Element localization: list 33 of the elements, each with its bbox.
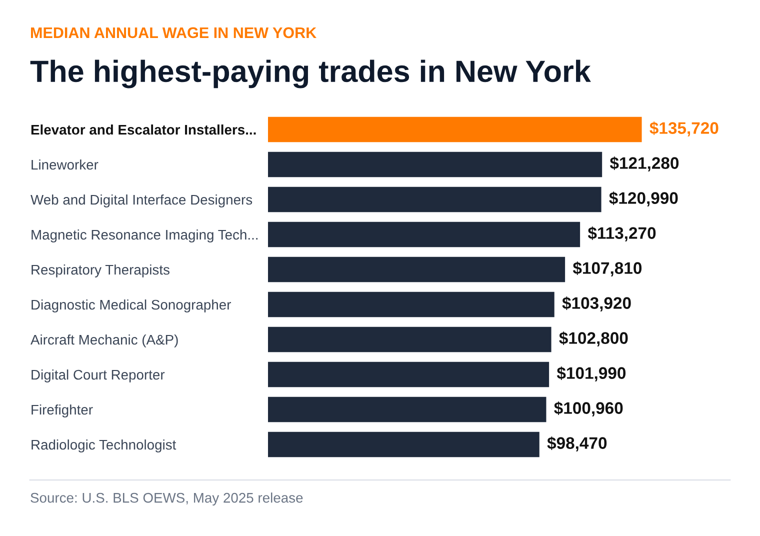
y-tick-label: Elevator and Escalator Installers... (31, 124, 256, 135)
data-label: $103,920 (562, 296, 631, 312)
data-label: $120,990 (609, 191, 678, 206)
y-tick-label: Digital Court Reporter (32, 369, 165, 382)
data-label: $100,960 (554, 401, 623, 416)
y-tick-label: Web and Digital Interface Designers (30, 194, 252, 208)
bar (268, 222, 580, 248)
data-label: $98,470 (547, 436, 607, 452)
data-label: $107,810 (572, 261, 642, 276)
y-tick-label: Radiologic Technologist (32, 439, 176, 452)
y-tick-label: Diagnostic Medical Sonographer (32, 299, 231, 312)
bar (268, 152, 602, 178)
bar (268, 326, 552, 352)
y-tick-label: Magnetic Resonance Imaging Tech... (32, 229, 258, 242)
chart-title: The highest-paying trades in New York (30, 60, 591, 88)
y-tick-label: Firefighter (32, 404, 93, 418)
data-label: $121,280 (610, 156, 679, 172)
bar (268, 396, 546, 422)
data-label: $102,800 (559, 331, 628, 346)
bar (268, 432, 540, 458)
data-label: $101,990 (556, 366, 626, 382)
data-label: $135,720 (650, 121, 718, 136)
y-tick-label: Aircraft Mechanic (A&P) (30, 334, 178, 348)
bar (268, 362, 550, 388)
bar (268, 186, 602, 212)
data-label: $113,270 (588, 226, 656, 242)
bar (268, 292, 554, 318)
chart-subtitle: MEDIAN ANNUAL WAGE IN NEW YORK (31, 27, 316, 38)
bar (268, 256, 566, 282)
y-tick-label: Lineworker (32, 159, 98, 170)
y-tick-label: Respiratory Therapists (32, 264, 170, 278)
source-note: Source: U.S. BLS OEWS, May 2025 release (30, 492, 303, 506)
bar (268, 116, 642, 142)
